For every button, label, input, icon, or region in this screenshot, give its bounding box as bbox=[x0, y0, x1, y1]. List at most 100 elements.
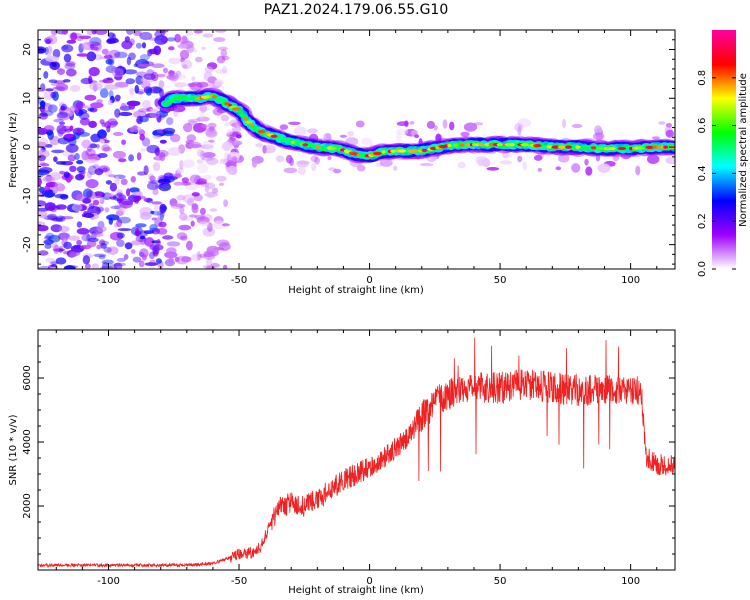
heatmap-ridge-core bbox=[636, 146, 645, 150]
heatmap-speckle-cell bbox=[69, 165, 77, 172]
heatmap-speckle-cell bbox=[333, 168, 342, 174]
heatmap-speckle-cell bbox=[134, 230, 142, 237]
heatmap-speckle-cell bbox=[135, 42, 142, 49]
heatmap-speckle-cell bbox=[40, 100, 46, 110]
heatmap-speckle-cell bbox=[196, 81, 209, 88]
heatmap-speckle-cell bbox=[105, 193, 114, 198]
heatmap-speckle-cell bbox=[191, 192, 200, 197]
heatmap-speckle-cell bbox=[514, 123, 524, 132]
heatmap-speckle-cell bbox=[223, 199, 229, 208]
heatmap-speckle-cell bbox=[96, 225, 107, 233]
heatmap-speckle-cell bbox=[104, 207, 110, 213]
heatmap-speckle-cell bbox=[593, 132, 605, 140]
heatmap-speckle-cell bbox=[202, 227, 216, 237]
heatmap-speckle-cell bbox=[58, 225, 70, 233]
heatmap-speckle-cell bbox=[98, 255, 106, 260]
colorbar-label: Normalized spectral amplitude bbox=[738, 73, 749, 227]
heatmap-speckle-cell bbox=[117, 216, 131, 224]
heatmap-ridge-core bbox=[663, 145, 668, 149]
heatmap-speckle-cell bbox=[199, 111, 205, 120]
heatmap-speckle-cell bbox=[314, 156, 320, 165]
heatmap-speckle-cell bbox=[339, 134, 347, 138]
heatmap-speckle-cell bbox=[48, 234, 61, 243]
heatmap-speckle-cell bbox=[76, 35, 84, 42]
heatmap-speckle-cell bbox=[142, 99, 151, 109]
heatmap-speckle-cell bbox=[38, 186, 45, 193]
heatmap-speckle-cell bbox=[181, 177, 189, 183]
heatmap-speckle-cell bbox=[174, 33, 181, 43]
heatmap-speckle-cell bbox=[114, 94, 121, 102]
spectrogram-x-label: Height of straight line (km) bbox=[288, 285, 424, 296]
y-tick-label: 10 bbox=[22, 92, 33, 105]
heatmap-speckle-cell bbox=[196, 159, 204, 164]
heatmap-speckle-cell bbox=[158, 182, 172, 192]
heatmap-speckle-cell bbox=[199, 207, 206, 215]
heatmap-speckle-cell bbox=[156, 73, 166, 78]
heatmap-speckle-cell bbox=[203, 252, 216, 260]
heatmap-ridge-core bbox=[250, 123, 254, 127]
heatmap-speckle-cell bbox=[652, 136, 660, 140]
heatmap-speckle-cell bbox=[58, 170, 66, 175]
heatmap-speckle-cell bbox=[231, 126, 242, 133]
heatmap-speckle-cell bbox=[393, 165, 398, 171]
heatmap-speckle-cell bbox=[38, 112, 49, 120]
heatmap-speckle-cell bbox=[181, 59, 193, 70]
heatmap-speckle-cell bbox=[120, 178, 128, 186]
colorbar-tick-label: 0.8 bbox=[697, 70, 708, 86]
heatmap-speckle-cell bbox=[58, 68, 63, 73]
colorbar-gradient bbox=[712, 30, 736, 269]
heatmap-ridge-core bbox=[357, 153, 361, 157]
heatmap-speckle-cell bbox=[84, 263, 91, 269]
snr-y-ticks: 2000 4000 6000 bbox=[22, 329, 675, 555]
heatmap-speckle-cell bbox=[149, 244, 164, 251]
heatmap-speckle-cell bbox=[555, 166, 562, 171]
heatmap-ridge-core bbox=[595, 146, 604, 150]
heatmap-speckle-cell bbox=[379, 158, 393, 167]
heatmap-speckle-cell bbox=[82, 255, 91, 265]
heatmap-speckle-cell bbox=[194, 56, 203, 63]
heatmap-speckle-cell bbox=[213, 37, 226, 42]
heatmap-speckle-cell bbox=[214, 79, 224, 87]
heatmap-speckle-cell bbox=[130, 176, 136, 183]
heatmap-speckle-cell bbox=[197, 149, 204, 157]
heatmap-ridge-core bbox=[330, 146, 337, 150]
heatmap-speckle-cell bbox=[57, 111, 69, 119]
heatmap-speckle-cell bbox=[58, 121, 66, 125]
heatmap-speckle-cell bbox=[307, 128, 318, 134]
heatmap-speckle-cell bbox=[196, 251, 201, 261]
snr-background bbox=[38, 330, 675, 570]
heatmap-speckle-cell bbox=[128, 154, 135, 162]
heatmap-speckle-cell bbox=[44, 202, 56, 211]
heatmap-speckle-cell bbox=[61, 30, 69, 35]
heatmap-speckle-cell bbox=[55, 215, 66, 223]
heatmap-speckle-cell bbox=[151, 217, 157, 221]
heatmap-speckle-cell bbox=[76, 166, 86, 173]
heatmap-speckle-cell bbox=[449, 121, 455, 131]
heatmap-speckle-cell bbox=[43, 91, 53, 101]
y-tick-label: 0 bbox=[22, 144, 33, 150]
heatmap-speckle-cell bbox=[187, 118, 201, 123]
heatmap-speckle-cell bbox=[173, 181, 184, 186]
heatmap-ridge-core bbox=[533, 144, 542, 148]
heatmap-speckle-cell bbox=[207, 249, 214, 254]
heatmap-ridge-core bbox=[231, 107, 241, 111]
heatmap-speckle-cell bbox=[286, 154, 293, 164]
heatmap-ridge-core bbox=[410, 149, 420, 153]
heatmap-speckle-cell bbox=[86, 171, 93, 179]
heatmap-speckle-cell bbox=[168, 46, 175, 51]
heatmap-speckle-cell bbox=[51, 149, 65, 154]
heatmap-speckle-cell bbox=[55, 257, 67, 265]
heatmap-speckle-cell bbox=[102, 146, 112, 152]
heatmap-speckle-cell bbox=[124, 242, 133, 250]
heatmap-speckle-cell bbox=[76, 228, 90, 235]
heatmap-speckle-cell bbox=[114, 81, 129, 88]
heatmap-speckle-cell bbox=[166, 117, 174, 126]
heatmap-speckle-cell bbox=[85, 148, 96, 157]
heatmap-ridge-core bbox=[373, 151, 382, 156]
heatmap-speckle-cell bbox=[215, 175, 227, 182]
heatmap-speckle-cell bbox=[220, 114, 229, 122]
heatmap-speckle-cell bbox=[183, 123, 193, 133]
heatmap-speckle-cell bbox=[132, 191, 144, 196]
heatmap-speckle-cell bbox=[94, 30, 108, 35]
heatmap-speckle-cell bbox=[504, 151, 512, 158]
